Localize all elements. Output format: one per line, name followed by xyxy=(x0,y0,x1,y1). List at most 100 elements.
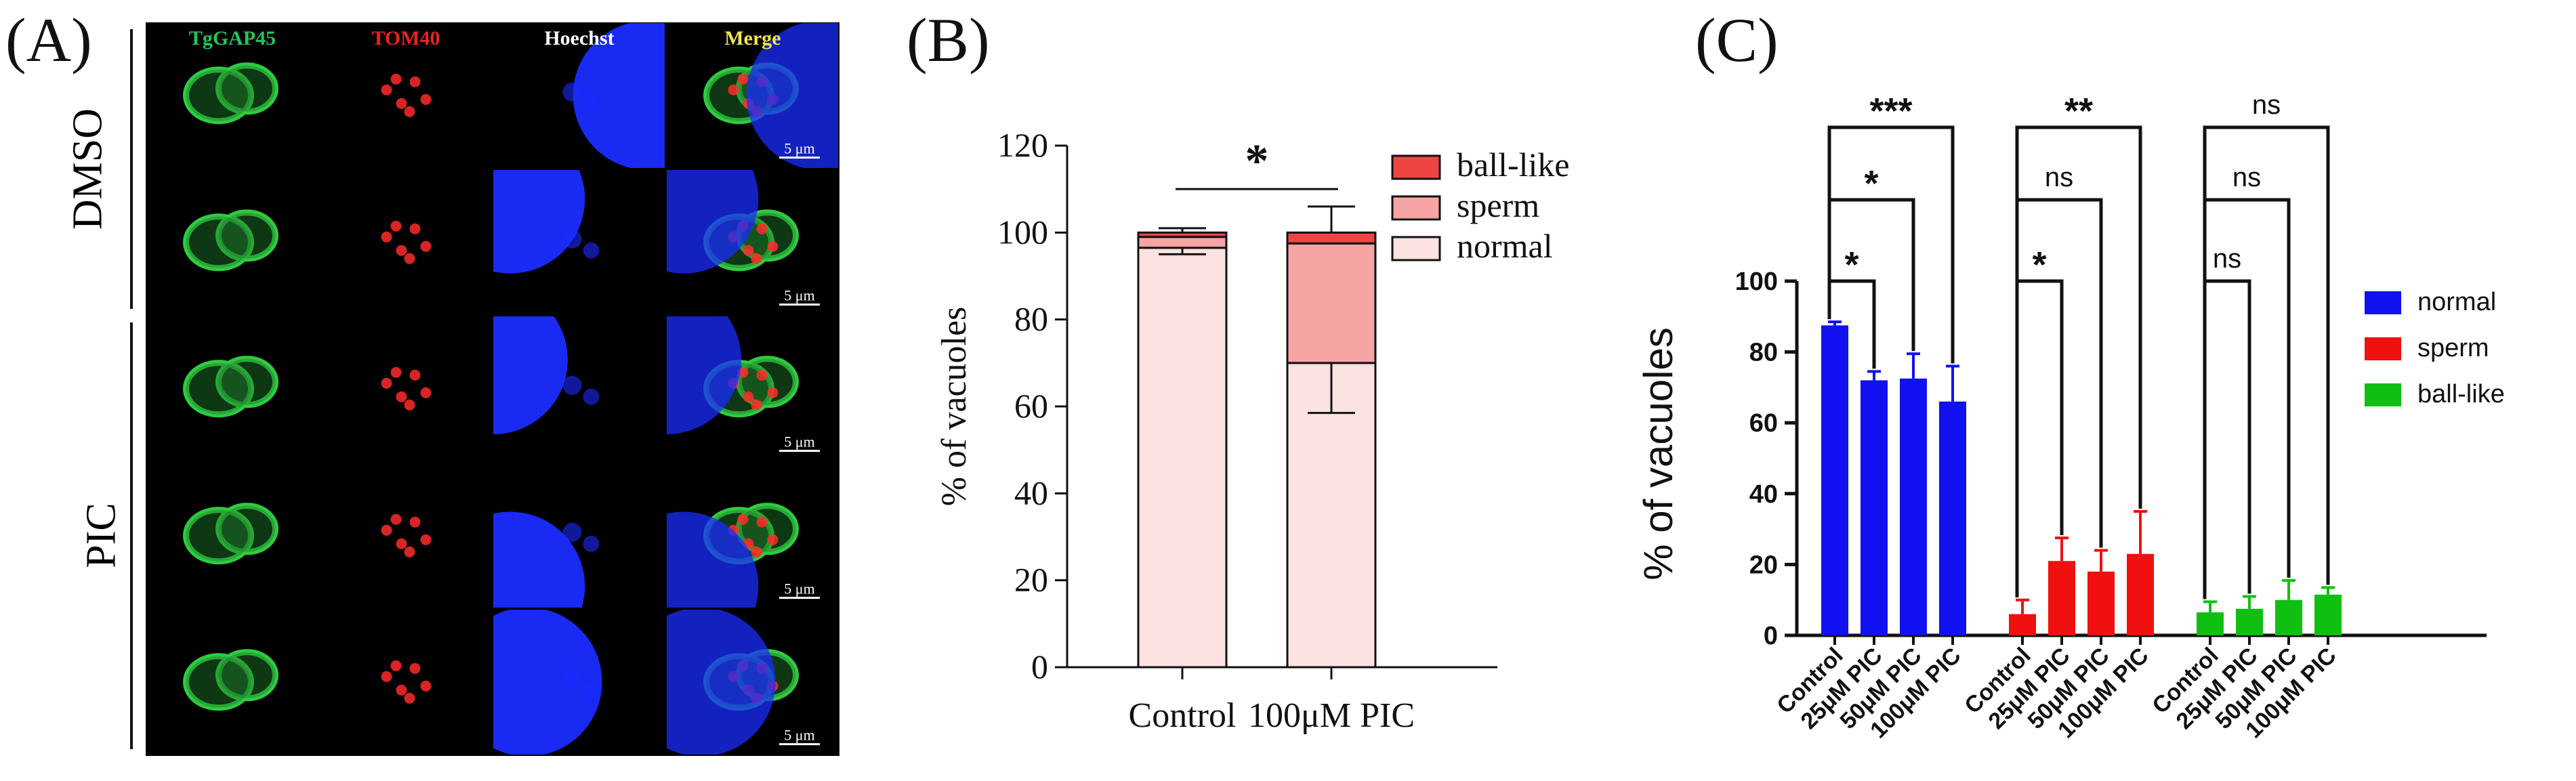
nucleus-blob xyxy=(667,169,759,274)
group-bracket-pic xyxy=(130,322,133,749)
scale-bar-label: 5 μm xyxy=(784,140,814,157)
y-tick-label: 60 xyxy=(1014,387,1048,425)
cell-image xyxy=(381,513,432,557)
bar-normal xyxy=(1137,247,1228,669)
parasite-blob xyxy=(218,212,276,259)
cell-image xyxy=(183,356,278,418)
mitochondria-spot xyxy=(396,245,407,256)
nucleus-blob xyxy=(667,511,759,608)
mitochondria-spot xyxy=(420,681,432,692)
y-tick-label: 120 xyxy=(997,126,1048,164)
bar-normal xyxy=(1861,380,1888,635)
mitochondria-spot xyxy=(381,671,392,683)
micrograph-hoechst-row1 xyxy=(493,23,665,168)
parasite-outline xyxy=(736,503,799,555)
cell-image xyxy=(381,220,432,264)
nucleus-blob xyxy=(667,316,741,435)
micrograph-tggap45-row3 xyxy=(146,316,318,461)
mitochondria-spot xyxy=(420,93,432,105)
cell-image xyxy=(381,73,432,117)
significance-bracket xyxy=(2203,125,2330,599)
y-tick-label: 100 xyxy=(997,213,1048,251)
significance-label: ns xyxy=(2213,244,2241,274)
nucleus-blob xyxy=(573,23,665,168)
mitochondria-spot xyxy=(381,377,392,389)
mitochondria-spot xyxy=(743,391,754,402)
micrograph-hoechst-row4 xyxy=(493,463,665,608)
bar-sperm xyxy=(2087,571,2115,635)
micrograph-tggap45-row4 xyxy=(146,463,318,608)
mitochondria-spot xyxy=(396,685,407,696)
significance-label: * xyxy=(1864,163,1878,204)
significance-label: *** xyxy=(1869,91,1912,131)
parasite-outline xyxy=(215,356,278,408)
mitochondria-spot xyxy=(390,73,402,85)
cell-image xyxy=(493,169,600,274)
bar-sperm xyxy=(2048,561,2075,635)
mitochondria-spot xyxy=(404,693,415,704)
mitochondria-spot xyxy=(381,84,392,96)
channel-label-tggap45: TgGAP45 xyxy=(188,27,276,49)
nucleus-blob xyxy=(493,316,568,435)
legend-swatch-normal xyxy=(1391,236,1441,261)
mitochondria-spot xyxy=(767,534,778,545)
nucleus-spot xyxy=(562,375,582,395)
mitochondria-spot xyxy=(409,76,421,87)
mitochondria-spot xyxy=(751,546,762,557)
mitochondria-spot xyxy=(396,391,407,402)
parasite-blob xyxy=(186,656,251,709)
cell-image: 5 μm xyxy=(667,503,820,608)
panel-c-label: (C) xyxy=(1695,5,1779,75)
nucleus-blob xyxy=(667,610,776,755)
micrograph-hoechst-row3 xyxy=(493,316,665,461)
nucleus-spot xyxy=(583,242,600,259)
mitochondria-spot xyxy=(737,513,749,525)
cell-image xyxy=(493,610,602,755)
mitochondria-spot xyxy=(756,369,768,381)
bar-sperm xyxy=(2009,614,2036,635)
parasite-outline xyxy=(215,503,278,555)
group-label-pic: PIC xyxy=(78,503,125,568)
micrograph-merge-row4: 5 μm xyxy=(667,463,838,608)
mitochondria-spot xyxy=(751,399,762,410)
parasite-outline xyxy=(183,653,254,711)
bar-sperm xyxy=(2127,553,2154,635)
parasite-outline xyxy=(215,649,278,702)
mitochondria-spot xyxy=(390,513,402,525)
significance-bracket xyxy=(2015,125,2142,597)
cell-image: 5 μm xyxy=(667,610,820,755)
y-tick-label: 20 xyxy=(1749,551,1778,579)
mitochondria-spot xyxy=(381,231,392,242)
parasite-outline xyxy=(183,360,254,418)
nucleus-spot xyxy=(583,95,600,112)
legend-swatch-sperm xyxy=(1391,195,1441,221)
y-tick-label: 100 xyxy=(1735,268,1778,296)
mitochondria-spot xyxy=(390,366,402,378)
micrograph-tggap45-row1 xyxy=(146,23,318,168)
cell-image: 5 μm xyxy=(703,23,838,168)
parasite-blob xyxy=(186,216,251,268)
cell-image xyxy=(183,62,278,125)
micrograph-tom40-row5 xyxy=(320,610,491,755)
y-tick-label: 0 xyxy=(1764,622,1778,650)
micrograph-tggap45-row2 xyxy=(146,169,318,315)
legend-swatch-sperm xyxy=(2365,337,2401,360)
cell-image xyxy=(183,503,278,565)
bar-ball-like xyxy=(2197,612,2224,635)
stacked-bar-chart: 0 20 40 60 80 100 120 % of vacuoles Control 100μM… xyxy=(935,126,1570,735)
nucleus-spot xyxy=(562,82,582,102)
parasite-blob xyxy=(739,505,796,552)
significance-bracket xyxy=(1827,125,1955,364)
parasite-outline xyxy=(215,62,278,115)
y-axis-label: % of vacuoles xyxy=(935,307,974,507)
legend-label-normal: normal xyxy=(1457,227,1553,265)
legend-swatch-ball-like xyxy=(2365,383,2401,406)
panel-b-label: (B) xyxy=(907,5,990,75)
legend-label-ball-like: ball-like xyxy=(2417,380,2505,408)
mitochondria-spot xyxy=(409,223,421,234)
mitochondria-spot xyxy=(420,534,432,545)
mitochondria-spot xyxy=(396,98,407,109)
nucleus-blob xyxy=(493,511,585,608)
y-axis-label: % of vacuoles xyxy=(1636,327,1681,581)
